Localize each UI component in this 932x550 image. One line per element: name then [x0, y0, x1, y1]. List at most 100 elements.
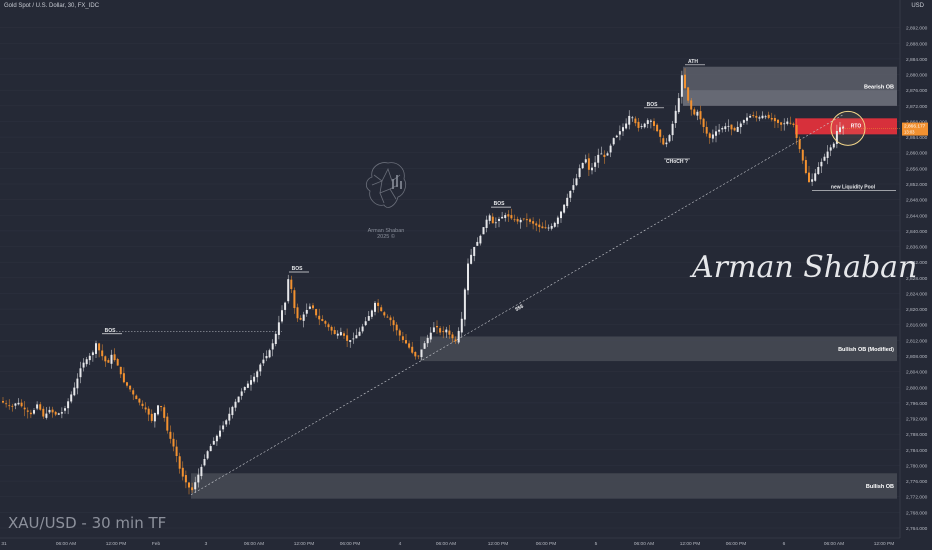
- candle-body: [361, 326, 364, 332]
- candle: [330, 325, 333, 335]
- candle-body: [467, 263, 469, 291]
- zone-bearish-ob: [683, 66, 897, 106]
- candle: [60, 407, 63, 419]
- candle: [463, 287, 466, 327]
- candle-body: [736, 126, 739, 132]
- candle: [541, 222, 544, 229]
- candles: [2, 68, 845, 495]
- candle-body: [609, 145, 612, 153]
- candle-body: [746, 117, 748, 121]
- candle-body: [448, 330, 451, 335]
- candle: [739, 121, 742, 134]
- candle-body: [175, 446, 178, 457]
- candle: [460, 311, 463, 337]
- candle: [312, 302, 314, 310]
- candle: [160, 405, 163, 412]
- zone-label: Bullish OB (Modified): [838, 347, 894, 353]
- candle-body: [42, 408, 45, 417]
- candle: [64, 405, 66, 414]
- candle: [178, 452, 181, 474]
- candle: [752, 111, 755, 118]
- candle-body: [110, 354, 113, 364]
- candle-body: [302, 314, 305, 321]
- candle: [138, 398, 141, 406]
- candle: [637, 118, 640, 132]
- candle-body: [339, 332, 342, 336]
- candle-body: [640, 126, 643, 128]
- x-tick-label: 06:00 PM: [340, 541, 361, 547]
- candle-body: [333, 330, 336, 335]
- candle-body: [277, 322, 280, 335]
- candle-body: [560, 211, 562, 219]
- candle: [11, 403, 14, 412]
- candle: [479, 234, 482, 246]
- zone-labels: Bearish OB Bullish OB (Modified) Bullish O…: [838, 84, 894, 490]
- candle-body: [684, 74, 686, 89]
- candle-body: [153, 413, 156, 422]
- candle: [730, 124, 733, 136]
- candle: [829, 144, 832, 157]
- candle-body: [20, 402, 23, 407]
- candle-body: [243, 387, 246, 391]
- candle: [566, 193, 569, 209]
- candle: [522, 218, 525, 221]
- candle-body: [287, 279, 290, 302]
- candle-body: [417, 355, 420, 357]
- candle-body: [668, 135, 671, 142]
- candle-body: [773, 117, 776, 122]
- zone-bullish-ob-modified-: [420, 336, 897, 362]
- candle-body: [48, 409, 51, 413]
- candle-body: [532, 221, 535, 224]
- candle: [144, 402, 147, 413]
- candle: [671, 120, 674, 141]
- candle-body: [203, 459, 206, 466]
- candle: [45, 407, 48, 420]
- candle: [274, 331, 277, 347]
- candle-body: [132, 390, 135, 395]
- candle-body: [696, 111, 699, 116]
- candle: [231, 405, 234, 419]
- candle-body: [584, 159, 587, 163]
- candle: [150, 409, 153, 423]
- y-tick-label: 2,832.000: [906, 260, 928, 266]
- candle: [687, 87, 690, 104]
- candle-body: [191, 487, 194, 491]
- candle: [662, 135, 665, 146]
- candle: [175, 439, 178, 463]
- candle-body: [829, 147, 832, 151]
- candle-body: [73, 387, 76, 396]
- candle: [736, 121, 739, 133]
- candle-body: [625, 123, 628, 129]
- candle-body: [107, 360, 110, 363]
- candle-body: [581, 162, 584, 169]
- candle-body: [817, 167, 820, 175]
- candle: [197, 468, 200, 488]
- candle: [8, 399, 11, 410]
- candle: [374, 301, 376, 316]
- candle-body: [119, 366, 122, 375]
- candle: [529, 217, 531, 225]
- candle-body: [457, 330, 460, 343]
- candle-body: [26, 410, 29, 412]
- candle-body: [349, 340, 352, 342]
- candle-body: [699, 111, 702, 120]
- candle: [389, 315, 392, 326]
- candle: [212, 437, 215, 445]
- y-tick-label: 2,828.000: [906, 276, 928, 282]
- candle: [126, 381, 128, 388]
- candle-body: [256, 371, 259, 378]
- rto-label: RTO: [851, 123, 862, 129]
- candle-body: [293, 290, 296, 309]
- candle: [166, 412, 169, 434]
- candle: [17, 398, 20, 406]
- candle-body: [798, 139, 801, 150]
- candle-body: [281, 310, 283, 322]
- candle-body: [113, 354, 116, 361]
- candle: [516, 216, 519, 225]
- candle-body: [219, 430, 221, 437]
- y-tick-label: 2,876.000: [906, 88, 928, 94]
- candle: [615, 134, 618, 139]
- candle-body: [634, 118, 637, 124]
